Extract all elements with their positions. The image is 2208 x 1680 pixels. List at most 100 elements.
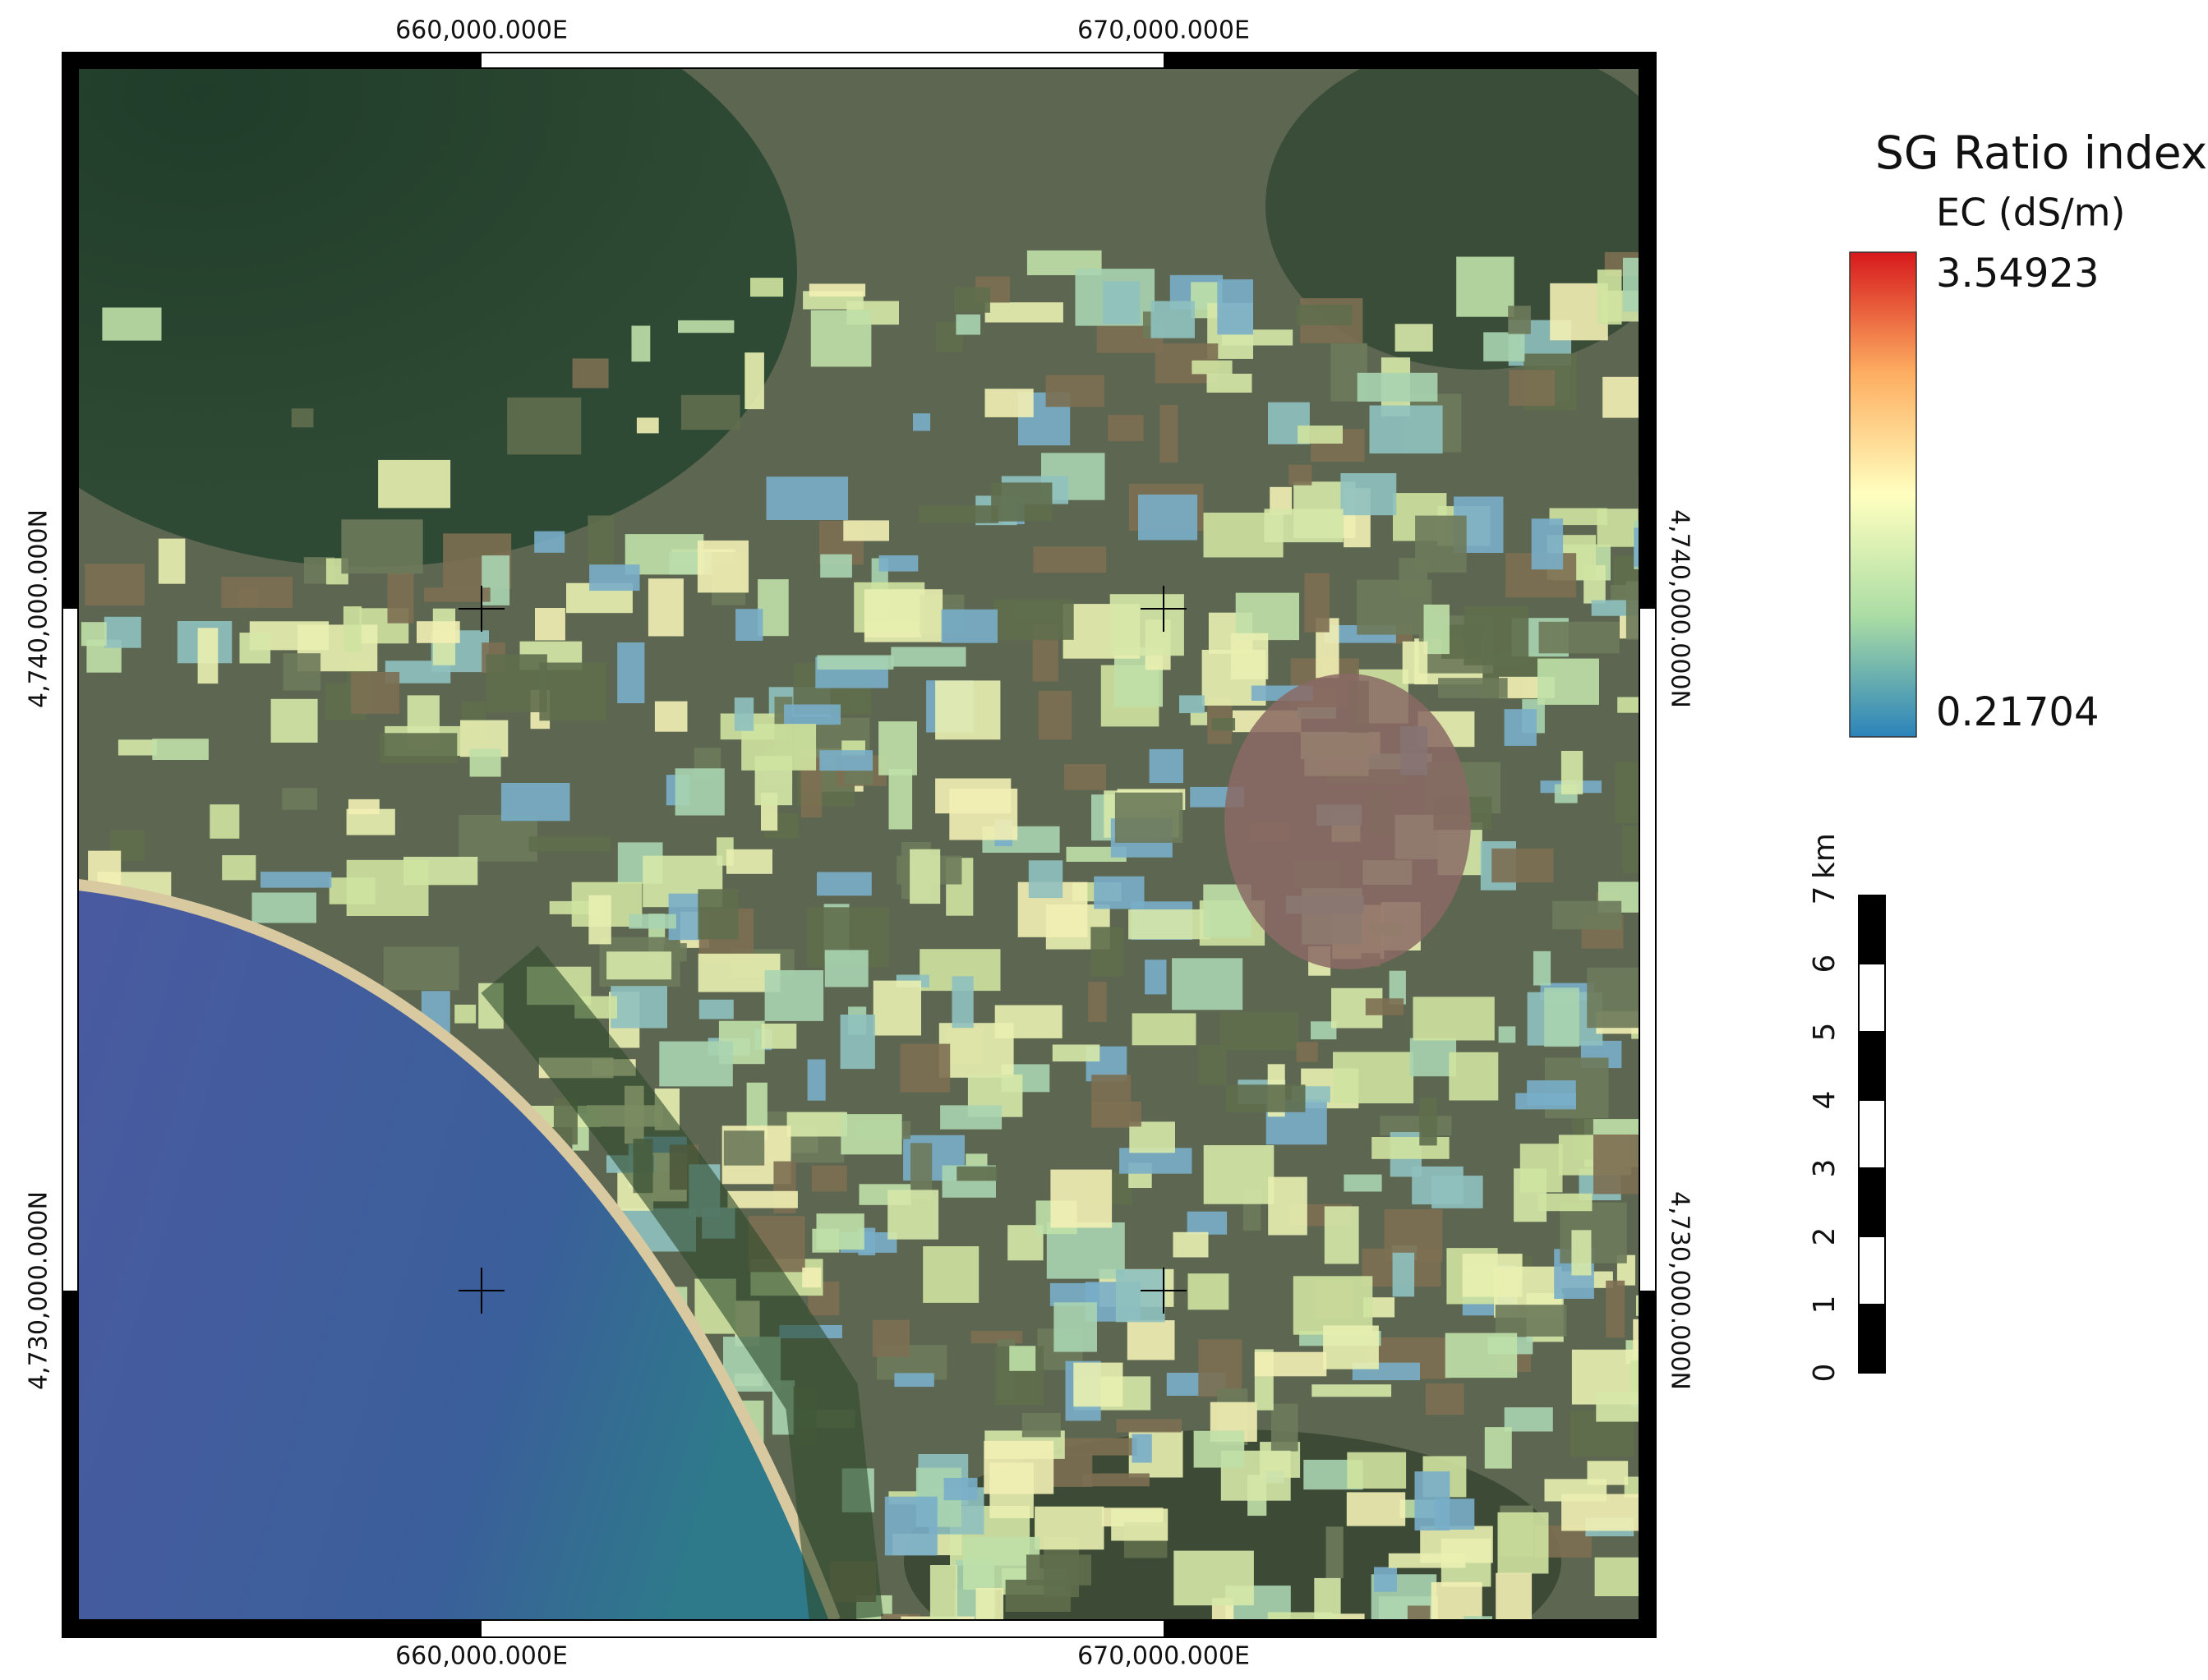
field xyxy=(786,1112,847,1137)
field xyxy=(1049,1282,1099,1306)
field xyxy=(1293,1276,1373,1335)
field xyxy=(1225,1084,1306,1112)
frame-segment xyxy=(62,1291,78,1637)
field xyxy=(993,599,1074,640)
field xyxy=(1035,1506,1104,1550)
field xyxy=(1623,257,1639,312)
field xyxy=(1190,711,1208,725)
field xyxy=(588,895,611,945)
field xyxy=(606,951,672,980)
field xyxy=(1192,360,1233,375)
field xyxy=(535,608,565,641)
field xyxy=(675,768,725,816)
field xyxy=(744,352,764,410)
field xyxy=(1219,1011,1298,1051)
field xyxy=(1624,1476,1639,1498)
frame-segment xyxy=(1639,1291,1656,1637)
field xyxy=(1150,301,1195,338)
field xyxy=(1389,970,1406,1005)
field xyxy=(698,999,734,1020)
field xyxy=(935,680,1001,740)
field xyxy=(727,1190,798,1208)
field xyxy=(1533,950,1551,986)
field xyxy=(611,986,667,1029)
field xyxy=(1187,1273,1229,1310)
field xyxy=(1508,306,1531,334)
field xyxy=(841,1114,902,1155)
field xyxy=(1268,1176,1307,1236)
field xyxy=(1264,509,1344,543)
field xyxy=(1504,709,1537,746)
field xyxy=(1090,927,1124,977)
field xyxy=(1431,1176,1483,1208)
field xyxy=(1172,958,1243,1010)
field xyxy=(1217,279,1253,335)
pine-forest xyxy=(481,946,883,1620)
frame-border xyxy=(77,67,1640,1621)
field xyxy=(811,1165,847,1192)
field xyxy=(1270,1403,1298,1452)
field xyxy=(1464,1616,1492,1620)
field xyxy=(1425,1383,1464,1415)
scale-segment xyxy=(1858,895,1886,964)
grid-crosses xyxy=(459,586,1187,1314)
field xyxy=(1311,1021,1337,1040)
field xyxy=(1449,1052,1499,1101)
field xyxy=(1625,581,1639,640)
field xyxy=(1495,1305,1567,1337)
x-coordinate-label: 670,000.000E xyxy=(1077,1642,1250,1671)
field xyxy=(351,672,400,714)
field xyxy=(888,769,913,830)
field xyxy=(85,564,145,606)
field xyxy=(1128,909,1210,940)
field xyxy=(1392,1252,1415,1297)
field xyxy=(1254,1351,1327,1377)
field xyxy=(991,482,1053,522)
field xyxy=(1431,1581,1482,1620)
field xyxy=(1109,594,1184,656)
field xyxy=(1531,518,1564,570)
forest xyxy=(1265,68,1639,370)
field xyxy=(878,555,919,572)
field xyxy=(343,606,362,652)
field xyxy=(454,1004,477,1024)
field xyxy=(923,1246,980,1303)
field xyxy=(1132,1434,1152,1463)
legend-min: 0.21704 xyxy=(1936,689,2100,735)
frame-segment xyxy=(1164,53,1656,68)
field xyxy=(1634,527,1639,567)
frame-segment xyxy=(1639,53,1656,609)
field xyxy=(1145,960,1167,995)
field xyxy=(1203,1145,1275,1204)
field xyxy=(1606,1280,1625,1338)
field xyxy=(956,314,981,335)
field xyxy=(956,1166,998,1181)
field xyxy=(1519,1144,1563,1193)
field xyxy=(1456,256,1514,317)
field xyxy=(1159,405,1178,463)
field xyxy=(1064,764,1106,790)
frame-segment xyxy=(62,1620,482,1637)
field xyxy=(1388,1553,1466,1568)
field xyxy=(1296,305,1353,325)
field xyxy=(1179,695,1205,714)
field xyxy=(380,733,458,764)
field xyxy=(1021,1413,1061,1438)
field xyxy=(654,701,688,732)
sea xyxy=(78,885,835,1620)
field xyxy=(1211,718,1236,731)
field xyxy=(1602,376,1639,418)
field xyxy=(1537,658,1599,705)
field xyxy=(1296,1042,1318,1062)
scale-segment xyxy=(1858,1304,1886,1374)
field xyxy=(900,1043,951,1093)
field xyxy=(929,1565,957,1620)
field xyxy=(809,283,866,297)
field xyxy=(348,799,380,815)
field xyxy=(1206,373,1252,393)
field xyxy=(486,654,547,712)
field xyxy=(1633,1319,1639,1379)
field xyxy=(766,476,849,520)
field xyxy=(1357,372,1438,402)
field xyxy=(817,655,894,670)
